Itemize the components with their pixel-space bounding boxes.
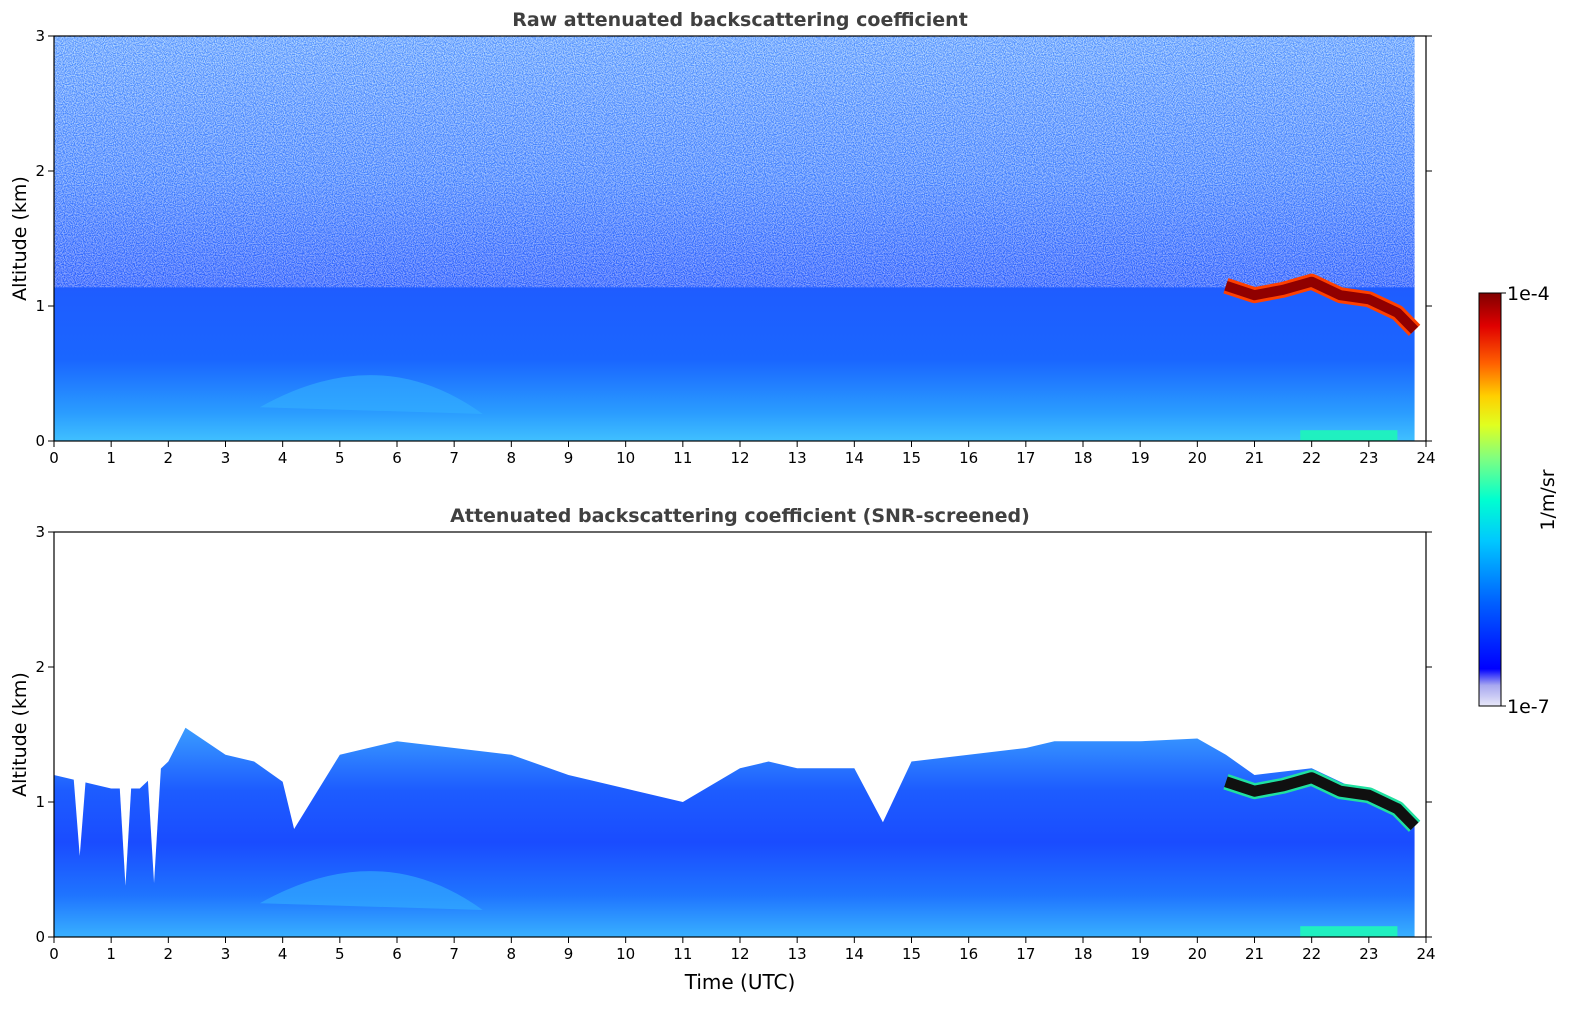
screened-gap bbox=[72, 768, 87, 856]
x-tick-label: 11 bbox=[673, 449, 692, 467]
x-tick-label: 0 bbox=[49, 449, 59, 467]
x-tick-label: 22 bbox=[1302, 449, 1321, 467]
x-tick-label: 2 bbox=[164, 449, 174, 467]
y-tick-label: 0 bbox=[35, 928, 45, 946]
x-tick-label: 3 bbox=[221, 945, 231, 963]
x-tick-label: 24 bbox=[1416, 945, 1435, 963]
x-tick-label: 23 bbox=[1359, 449, 1378, 467]
chart-title: Raw attenuated backscattering coefficien… bbox=[512, 9, 968, 31]
x-tick-label: 21 bbox=[1245, 449, 1264, 467]
y-tick-label: 2 bbox=[35, 162, 45, 180]
x-tick-label: 22 bbox=[1302, 945, 1321, 963]
x-tick-label: 7 bbox=[449, 449, 459, 467]
raw-backscatter-panel: 0 1 2 3 4 5 6 7 8 9 10 11 12 13 14 15 16 17 18 19 20 21 22 23 24… bbox=[9, 9, 1436, 467]
colorbar-unit-label: 1/m/sr bbox=[1537, 469, 1559, 530]
x-tick-label: 7 bbox=[449, 945, 459, 963]
x-tick-label: 1 bbox=[106, 449, 116, 467]
cloud-layer bbox=[1224, 276, 1419, 334]
x-tick-label: 14 bbox=[845, 449, 864, 467]
x-tick-label: 6 bbox=[392, 449, 402, 467]
surface-band bbox=[1300, 430, 1398, 441]
x-tick-label: 15 bbox=[902, 945, 921, 963]
x-tick-label: 19 bbox=[1131, 945, 1150, 963]
colorbar-min-label: 1e-7 bbox=[1507, 696, 1550, 718]
x-tick-label: 5 bbox=[335, 449, 345, 467]
x-tick-label: 1 bbox=[106, 945, 116, 963]
snr-screened-backscatter-panel: 0 1 2 3 4 5 6 7 8 9 10 11 12 13 14 15 16 17 18 19 20 21 22 23 24… bbox=[9, 505, 1436, 994]
y-axis-label: Altitude (km) bbox=[9, 672, 31, 797]
x-tick-label: 17 bbox=[1016, 945, 1035, 963]
x-tick-label: 13 bbox=[788, 449, 807, 467]
x-tick-label: 18 bbox=[1073, 449, 1092, 467]
y-tick-label: 2 bbox=[35, 658, 45, 676]
y-tick-label: 1 bbox=[35, 793, 45, 811]
x-tick-label: 17 bbox=[1016, 449, 1035, 467]
x-tick-label: 20 bbox=[1188, 945, 1207, 963]
x-tick-label: 23 bbox=[1359, 945, 1378, 963]
x-tick-label: 16 bbox=[959, 945, 978, 963]
x-tick-label: 18 bbox=[1073, 945, 1092, 963]
x-tick-label: 5 bbox=[335, 945, 345, 963]
backscatter-field bbox=[54, 36, 1421, 441]
x-tick-label: 14 bbox=[845, 945, 864, 963]
x-tick-label: 12 bbox=[730, 945, 749, 963]
x-tick-label: 19 bbox=[1131, 449, 1150, 467]
x-tick-label: 20 bbox=[1188, 449, 1207, 467]
x-tick-label: 0 bbox=[49, 945, 59, 963]
x-tick-label: 13 bbox=[788, 945, 807, 963]
colorbar-gradient bbox=[1478, 292, 1502, 707]
screened-region bbox=[54, 727, 1415, 937]
aerosol-layer bbox=[259, 375, 483, 414]
x-tick-label: 21 bbox=[1245, 945, 1264, 963]
x-tick-label: 16 bbox=[959, 449, 978, 467]
x-tick-label: 15 bbox=[902, 449, 921, 467]
x-tick-label: 10 bbox=[616, 945, 635, 963]
y-axis-label: Altitude (km) bbox=[9, 176, 31, 301]
x-tick-label: 6 bbox=[392, 945, 402, 963]
x-tick-label: 8 bbox=[507, 449, 517, 467]
x-axis-label: Time (UTC) bbox=[684, 970, 796, 994]
backscatter-field bbox=[54, 727, 1421, 937]
screened-gap bbox=[118, 768, 133, 886]
y-tick-label: 3 bbox=[35, 523, 45, 541]
y-tick-label: 1 bbox=[35, 297, 45, 315]
y-tick-label: 3 bbox=[35, 27, 45, 45]
colorbar: 1e-4 1e-7 1/m/sr bbox=[1478, 283, 1559, 718]
surface-band bbox=[1300, 926, 1398, 937]
x-tick-label: 2 bbox=[164, 945, 174, 963]
x-tick-label: 12 bbox=[730, 449, 749, 467]
x-tick-label: 9 bbox=[564, 449, 574, 467]
x-tick-label: 24 bbox=[1416, 449, 1435, 467]
x-tick-label: 4 bbox=[278, 449, 288, 467]
x-tick-label: 3 bbox=[221, 449, 231, 467]
x-tick-label: 11 bbox=[673, 945, 692, 963]
screened-gap bbox=[147, 768, 161, 883]
x-tick-label: 10 bbox=[616, 449, 635, 467]
noise-texture bbox=[54, 36, 1415, 288]
colorbar-max-label: 1e-4 bbox=[1507, 283, 1550, 305]
chart-title: Attenuated backscattering coefficient (S… bbox=[450, 505, 1030, 527]
x-tick-label: 8 bbox=[507, 945, 517, 963]
x-tick-label: 9 bbox=[564, 945, 574, 963]
aerosol-layer bbox=[259, 871, 483, 910]
y-tick-label: 0 bbox=[35, 432, 45, 450]
x-tick-label: 4 bbox=[278, 945, 288, 963]
cloud-layer bbox=[1224, 772, 1419, 831]
